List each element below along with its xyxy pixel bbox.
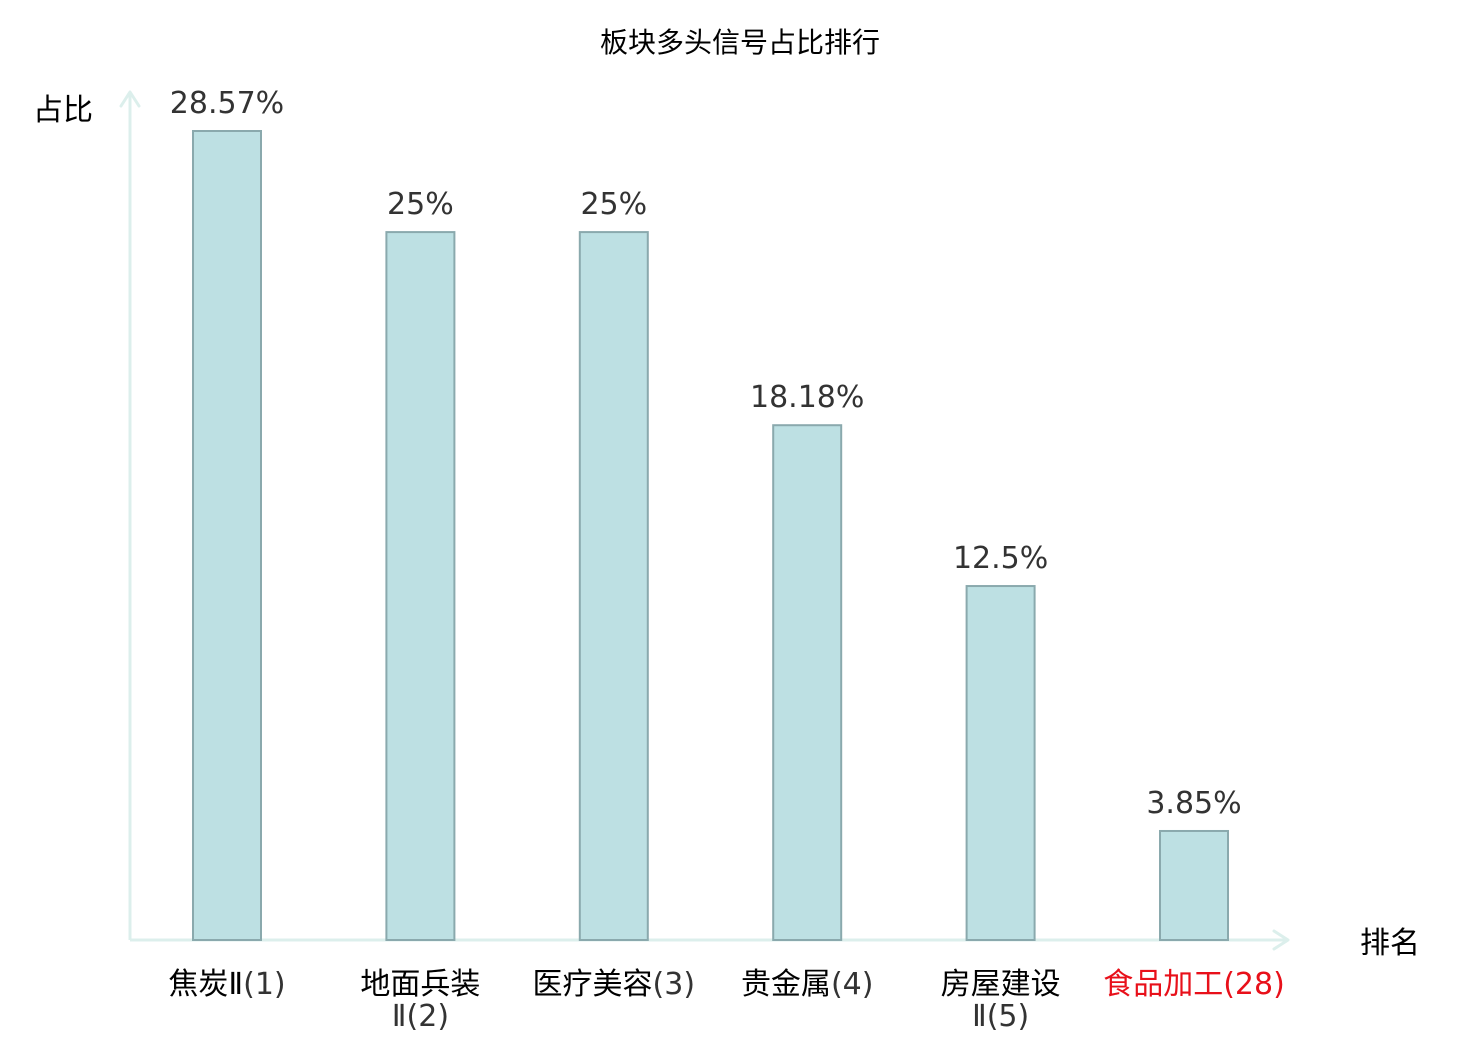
x-axis-arrow: [1272, 929, 1290, 951]
category-label: 焦炭Ⅱ(1): [168, 967, 285, 1002]
data-label: 12.5%: [953, 541, 1048, 576]
bar: [772, 424, 843, 941]
category-label: Ⅱ(2): [392, 999, 449, 1034]
data-label: 28.57%: [170, 86, 284, 121]
data-label: 3.85%: [1146, 786, 1241, 821]
bar: [192, 130, 262, 941]
bar: [385, 231, 456, 941]
bar: [578, 231, 649, 941]
bar: [965, 585, 1036, 941]
axes: [119, 90, 1290, 951]
category-label: 地面兵装: [360, 967, 480, 1002]
category-label: 医疗美容(3): [533, 967, 696, 1002]
x-axis-label: 排名: [1360, 926, 1420, 961]
category-label: Ⅱ(5): [972, 999, 1029, 1034]
bars: [192, 130, 1229, 942]
data-labels: 28.57% 25% 25% 18.18% 12.5% 3.85%: [170, 86, 1242, 821]
y-axis-arrow: [119, 90, 141, 108]
data-label: 25%: [580, 187, 647, 222]
data-label: 25%: [387, 187, 454, 222]
data-label: 18.18%: [750, 380, 864, 415]
chart-title: 板块多头信号占比排行: [600, 26, 880, 59]
category-label: 食品加工(28): [1103, 967, 1285, 1002]
category-label: 房屋建设: [941, 967, 1061, 1002]
category-label: 贵金属(4): [741, 967, 874, 1002]
y-axis-label: 占比: [33, 93, 93, 128]
bar: [1159, 829, 1229, 942]
